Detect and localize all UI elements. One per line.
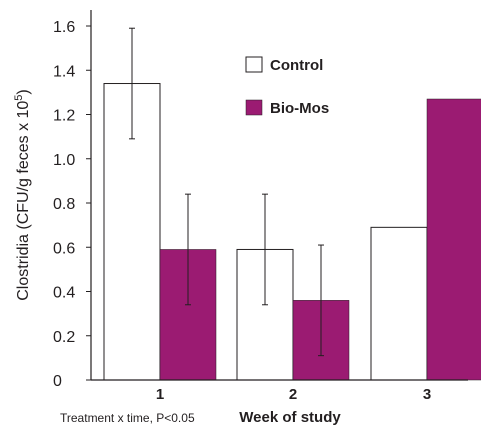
- legend-label-control: Control: [270, 57, 323, 74]
- footnote: Treatment x time, P<0.05: [60, 411, 195, 425]
- y-tick-label-1.2: 1.2: [53, 108, 75, 125]
- x-tick-label-1: 1: [156, 386, 164, 403]
- error-bar-biomos-week-1: [185, 193, 191, 306]
- x-tick-label-3: 3: [423, 386, 431, 403]
- y-tick-label-1.4: 1.4: [53, 63, 75, 80]
- y-axis-label-close: ): [15, 89, 32, 94]
- error-bar-control-week-1: [129, 27, 135, 140]
- y-tick-label-0.2: 0.2: [53, 329, 75, 346]
- x-ticks-layer: 1 2 3: [156, 386, 431, 403]
- y-tick-label-0: 0: [53, 373, 62, 390]
- error-bar-control-week-2: [262, 193, 268, 306]
- legend-swatch-control: [245, 56, 263, 73]
- y-tick-label-0.6: 0.6: [53, 240, 75, 257]
- y-axis-label-superscript: 5: [13, 95, 25, 101]
- bars-layer: [103, 83, 481, 381]
- y-ticks-layer: 0 0.2 0.4 0.6 0.8 1.0 1.2 1.4 1.6: [53, 19, 91, 390]
- y-axis-label-main: Clostridia (CFU/g feces x 10: [15, 101, 32, 301]
- x-axis-label: Week of study: [239, 409, 341, 426]
- bar-biomos-week-3: [426, 98, 481, 381]
- bar-control-week-3: [370, 226, 428, 381]
- legend-label-biomos: Bio-Mos: [270, 100, 329, 117]
- error-bars-layer: [129, 27, 324, 357]
- y-tick-label-1.0: 1.0: [53, 152, 75, 169]
- y-tick-label-0.8: 0.8: [53, 196, 75, 213]
- legend: Control Bio-Mos: [245, 56, 329, 117]
- legend-swatch-biomos: [245, 99, 263, 116]
- error-bar-biomos-week-2: [318, 244, 324, 357]
- y-tick-label-0.4: 0.4: [53, 285, 75, 302]
- x-tick-label-2: 2: [289, 386, 297, 403]
- y-axis-label: Clostridia (CFU/g feces x 105): [13, 89, 32, 301]
- y-tick-label-1.6: 1.6: [53, 19, 75, 36]
